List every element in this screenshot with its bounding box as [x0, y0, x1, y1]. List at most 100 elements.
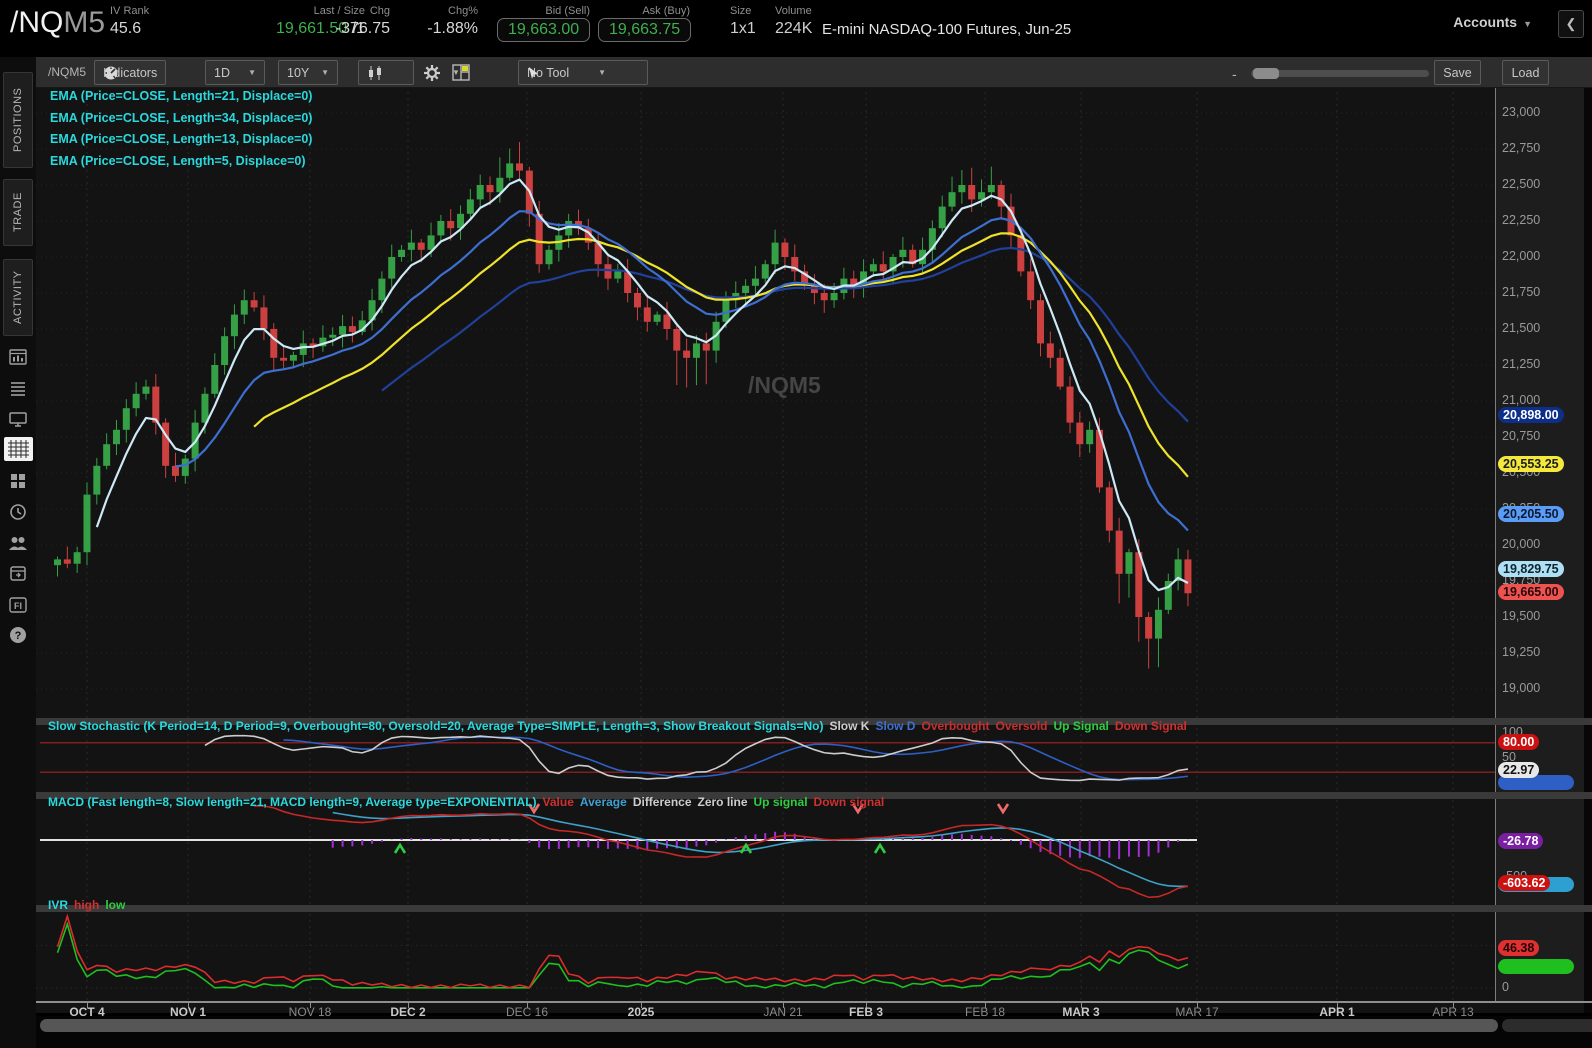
help-icon[interactable]: ? — [8, 625, 28, 645]
chevron-down-icon: ▼ — [1523, 19, 1532, 29]
chevron-down-icon: ▼ — [598, 68, 607, 77]
time-axis-label: 2025 — [627, 1005, 655, 1019]
charts-tool-active[interactable] — [4, 437, 33, 461]
legend-item: Slow D — [875, 719, 916, 733]
axis-marker-partial — [1498, 775, 1574, 791]
watchlist-icon[interactable] — [8, 379, 28, 399]
y-axis-tick: 19,000 — [1502, 681, 1541, 695]
zoom-out-button[interactable]: - — [1232, 66, 1237, 82]
time-axis-label: MAR 17 — [1175, 1005, 1219, 1019]
volume-field: Volume 224K — [775, 5, 813, 37]
bid-button[interactable]: 19,663.00 — [497, 18, 591, 42]
stochastic-legend: Slow Stochastic (K Period=14, D Period=9… — [48, 719, 1199, 733]
bottom-scroll-area — [36, 1016, 1592, 1048]
y-axis-tick: 22,000 — [1502, 249, 1541, 263]
bid-label: Bid (Sell) — [545, 5, 590, 17]
time-axis-label: FEB 18 — [964, 1005, 1006, 1019]
sidebar-tab-positions[interactable]: POSITIONS — [3, 72, 33, 168]
y-axis-tick: 23,000 — [1502, 105, 1541, 119]
time-axis-tick — [866, 1003, 867, 1008]
y-axis-tick: 21,750 — [1502, 285, 1541, 299]
y-axis-tick: 0 — [1502, 980, 1509, 994]
time-axis-tick — [310, 1003, 311, 1008]
time-axis-label: NOV 18 — [288, 1005, 332, 1019]
gear-icon — [424, 64, 440, 81]
zoom-slider[interactable] — [1251, 68, 1429, 79]
axis-price-marker: 80.00 — [1498, 733, 1540, 750]
ema-setting-label: EMA (Price=CLOSE, Length=34, Displace=0) — [50, 110, 313, 125]
time-axis-tick — [1197, 1003, 1198, 1008]
accounts-dropdown[interactable]: Accounts ▼ — [1453, 14, 1532, 30]
timeframe-select[interactable]: 1D ▼ — [205, 60, 265, 85]
calendar-sync-icon[interactable] — [8, 563, 28, 583]
ivr-title: IVR — [48, 898, 69, 912]
panel-separator[interactable] — [36, 792, 1592, 799]
chevron-down-icon: ▼ — [452, 68, 460, 77]
panel-separator[interactable] — [36, 718, 1592, 725]
instrument-description: E-mini NASDAQ-100 Futures, Jun-25 — [822, 21, 1072, 38]
legend-item: Zero line — [697, 795, 748, 809]
time-axis-tick — [188, 1003, 189, 1008]
chart-settings-button[interactable] — [419, 60, 440, 85]
legend-item: high — [74, 898, 100, 912]
time-axis-label: NOV 1 — [169, 1005, 207, 1019]
axis-price-marker: 46.38 — [1498, 939, 1540, 956]
ema-setting-label: EMA (Price=CLOSE, Length=5, Displace=0) — [50, 153, 306, 168]
size-field: Size 1x1 — [730, 5, 756, 37]
axis-price-marker: 19,829.75 — [1498, 560, 1564, 577]
indicators-gauge-icon — [104, 66, 118, 79]
forex-fi-icon[interactable]: FI — [8, 595, 28, 615]
tiles-icon[interactable] — [8, 471, 28, 491]
legend-item: Down signal — [813, 795, 885, 809]
sidebar-tab-activity[interactable]: ACTIVITY — [3, 259, 33, 336]
y-axis-tick: 22,500 — [1502, 177, 1541, 191]
time-axis-tick — [783, 1003, 784, 1008]
ask-button[interactable]: 19,663.75 — [598, 18, 692, 42]
zoom-slider-handle[interactable] — [1253, 68, 1279, 79]
panel-separator[interactable] — [36, 905, 1592, 912]
time-axis-label: FEB 3 — [848, 1005, 884, 1019]
time-axis-label: MAR 3 — [1062, 1005, 1100, 1019]
drawing-tool-select[interactable]: No Tool ▼ — [518, 60, 648, 85]
time-axis-line — [36, 1001, 1592, 1003]
y-axis-tick: 50 — [1502, 749, 1516, 764]
chart-area[interactable] — [36, 88, 1592, 1013]
save-button[interactable]: Save — [1434, 60, 1481, 85]
legend-item: Overbought — [921, 719, 990, 733]
collapse-panel-button[interactable]: ❮ — [1558, 10, 1584, 38]
legend-item: Up Signal — [1053, 719, 1109, 733]
y-axis-tick: 19,250 — [1502, 645, 1541, 659]
legend-item: Difference — [632, 795, 692, 809]
chart-watermark: /NQM5 — [748, 372, 821, 398]
monitor-icon[interactable] — [8, 409, 28, 429]
horizontal-scrollbar-right[interactable] — [1502, 1019, 1592, 1032]
indicators-button[interactable]: Indicators — [94, 60, 167, 85]
legend-item: Slow K — [829, 719, 870, 733]
time-axis-tick — [408, 1003, 409, 1008]
history-clock-icon[interactable] — [8, 502, 28, 522]
axis-price-marker: -603.62 — [1498, 875, 1551, 892]
report-chart-icon[interactable] — [8, 347, 28, 367]
horizontal-scrollbar[interactable] — [40, 1019, 1498, 1032]
macd-title: MACD (Fast length=8, Slow length=21, MAC… — [48, 795, 537, 809]
time-axis-tick — [1081, 1003, 1082, 1008]
time-axis-label: OCT 4 — [69, 1005, 105, 1019]
chart-toolbar: /NQM5 Indicators 1D ▼ 10Y ▼ ▼ — [36, 57, 1592, 88]
chart-type-select[interactable]: ▼ — [358, 60, 414, 85]
legend-item: Average — [579, 795, 627, 809]
time-axis-label: APR 13 — [1432, 1005, 1474, 1019]
axis-price-marker: 20,553.25 — [1498, 456, 1564, 473]
toolbar-symbol: /NQM5 — [48, 65, 87, 79]
sidebar-tab-trade[interactable]: TRADE — [3, 179, 33, 246]
axis-price-marker: 22.97 — [1498, 761, 1540, 778]
ivr-legend: IVR high low — [48, 898, 137, 912]
legend-item: Value — [542, 795, 574, 809]
layout-grid-button[interactable]: ▼ — [448, 60, 470, 85]
iv-rank-field: IV Rank 45.6 — [110, 5, 150, 37]
load-button[interactable]: Load — [1502, 60, 1549, 85]
people-icon[interactable] — [8, 533, 28, 553]
range-select[interactable]: 10Y ▼ — [278, 60, 338, 85]
time-axis-label: JAN 21 — [763, 1005, 803, 1019]
legend-item: Oversold — [995, 719, 1048, 733]
